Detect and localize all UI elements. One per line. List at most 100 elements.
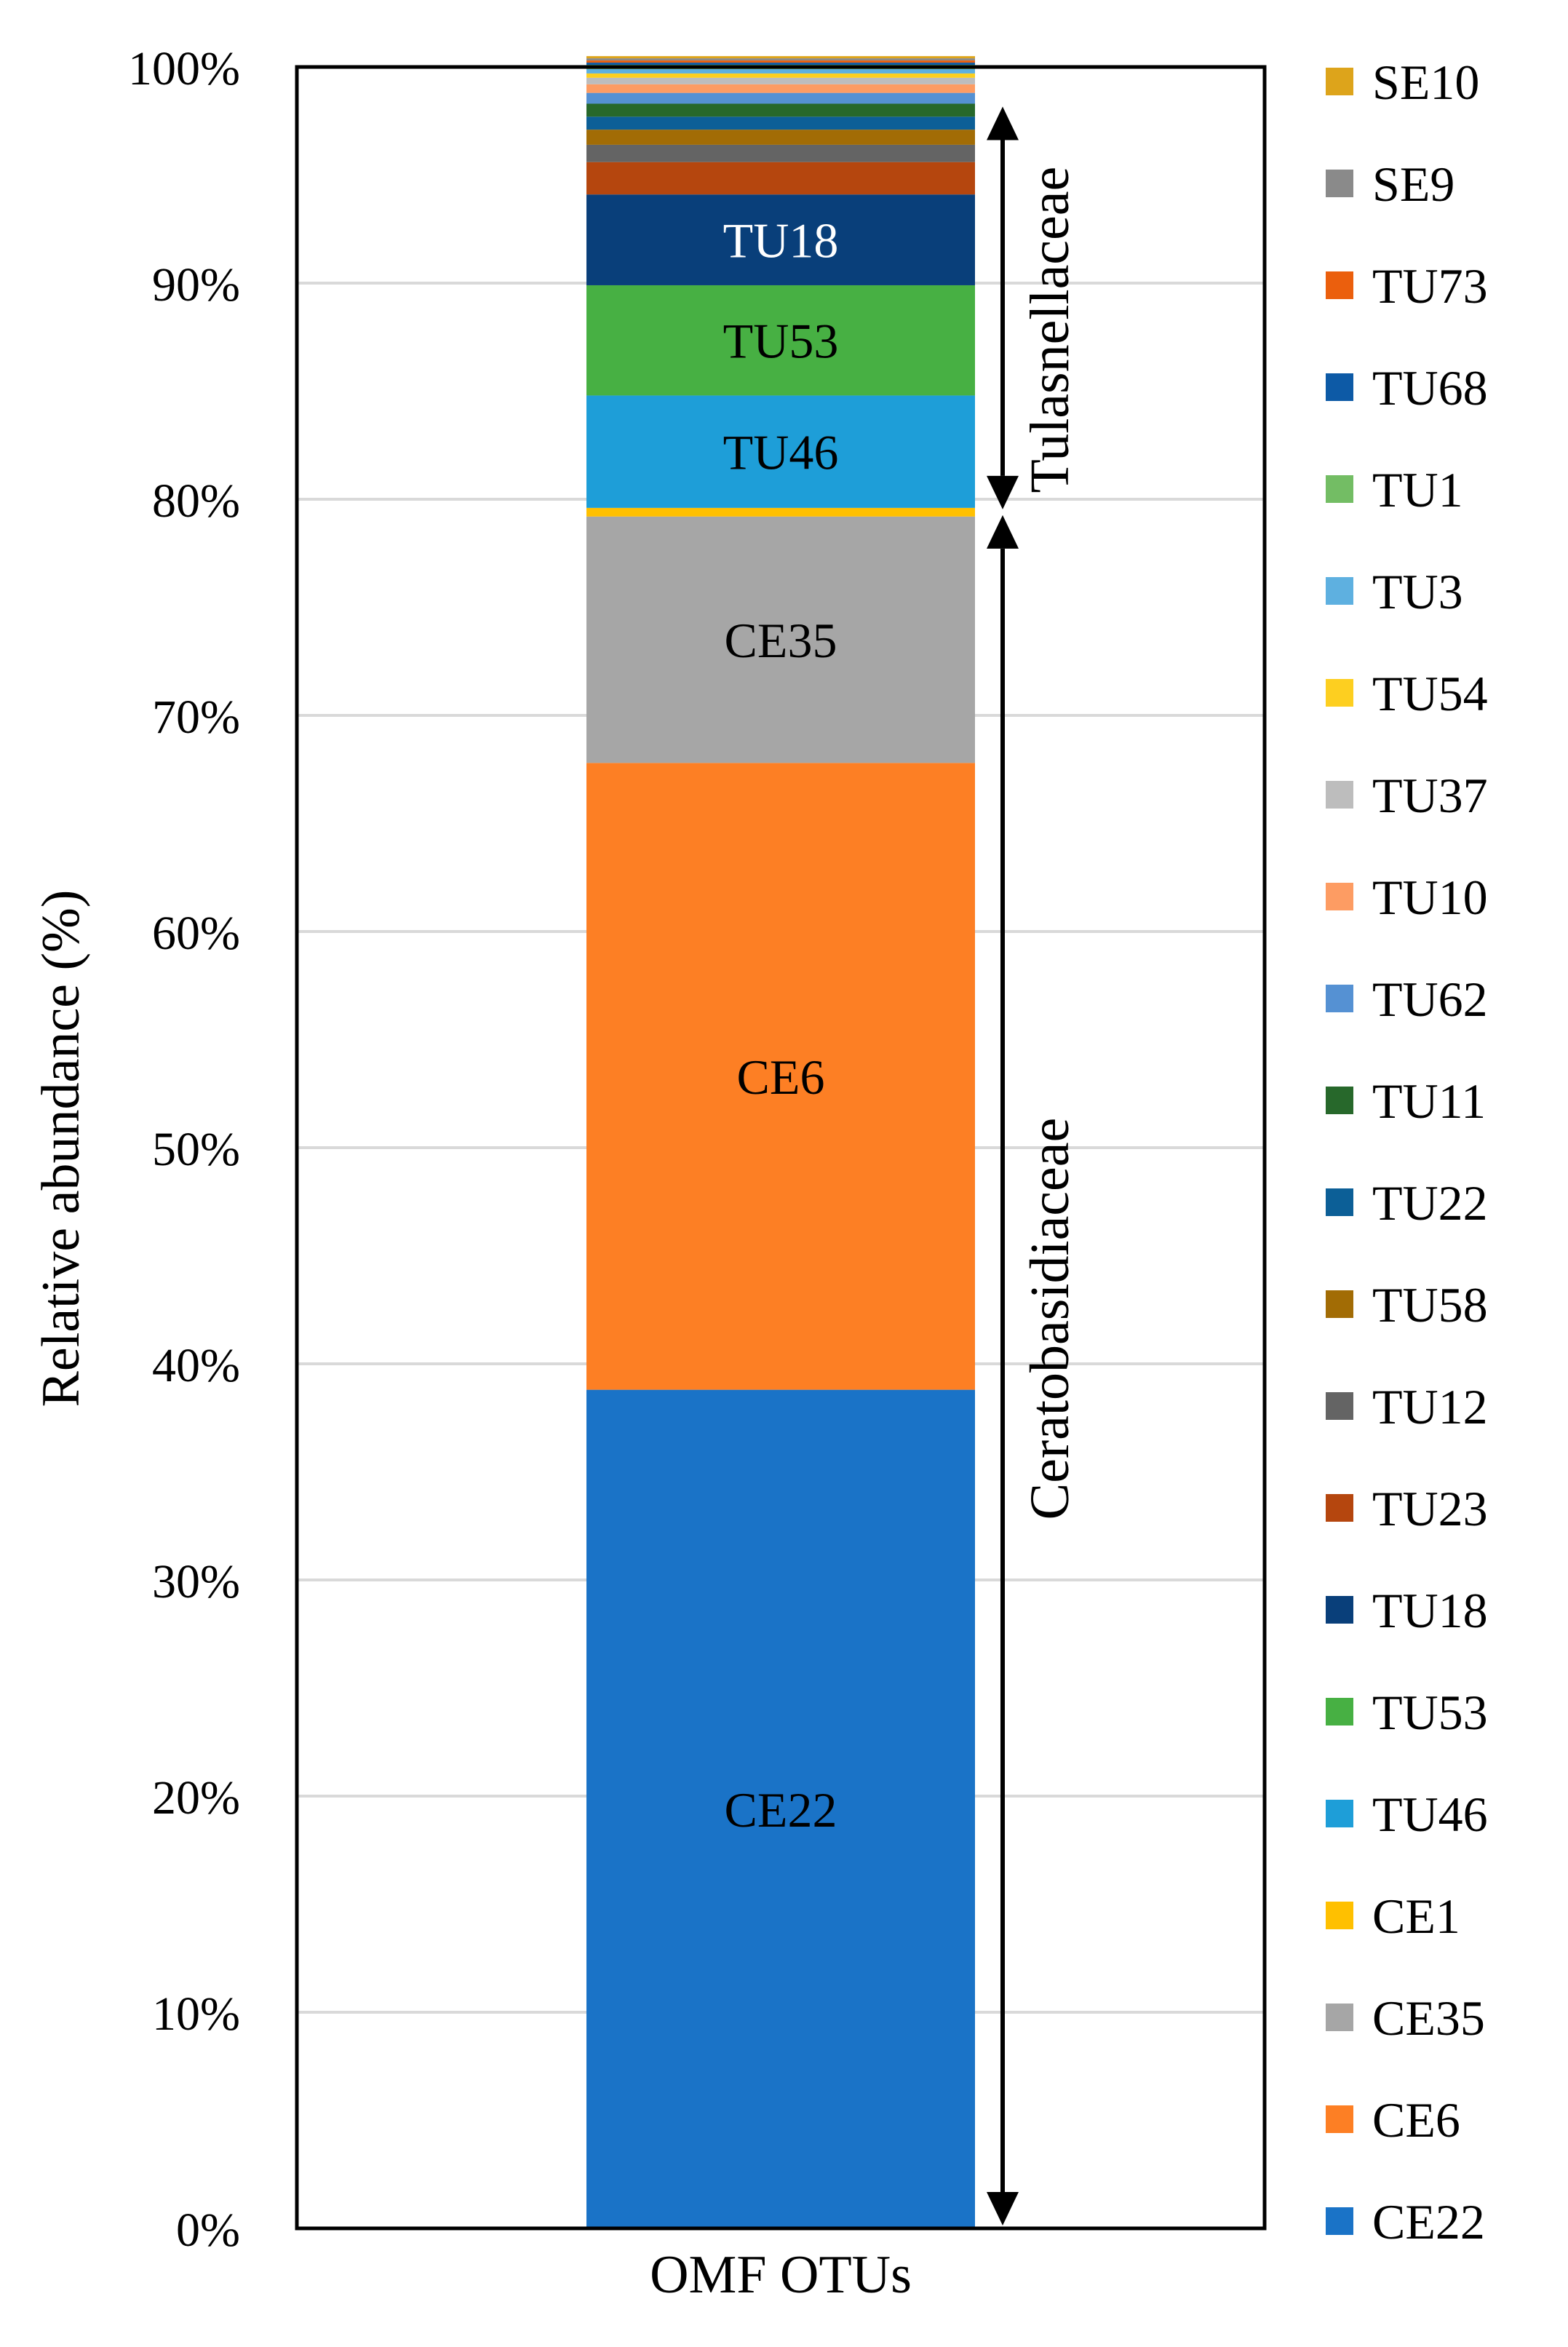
legend-swatch [1326, 170, 1353, 197]
segment-label-ce35: CE35 [725, 613, 837, 668]
legend-label: TU23 [1372, 1481, 1488, 1536]
legend-item-tu62: TU62 [1326, 972, 1488, 1027]
legend-label: CE6 [1372, 2092, 1460, 2148]
legend-item-tu54: TU54 [1326, 666, 1488, 721]
segment-label-ce6: CE6 [737, 1049, 825, 1105]
legend-item-se10: SE10 [1326, 55, 1479, 110]
legend-swatch [1326, 373, 1353, 401]
y-tick-label: 20% [152, 1771, 240, 1824]
bar-segment-ce22 [586, 1389, 975, 2228]
bar-segment-tu54 [586, 73, 975, 78]
segment-label-ce22: CE22 [725, 1782, 837, 1838]
legend-item-tu68: TU68 [1326, 360, 1488, 416]
bar-segment-se9 [586, 58, 975, 61]
legend-swatch [1326, 2207, 1353, 2235]
legend-item-tu73: TU73 [1326, 258, 1488, 314]
bar-segment-tu22 [586, 116, 975, 130]
bar-segment-tu18 [586, 194, 975, 285]
legend-swatch [1326, 1596, 1353, 1624]
legend-label: TU22 [1372, 1175, 1488, 1231]
bar-segment-tu10 [586, 84, 975, 93]
y-tick-label: 40% [152, 1339, 240, 1392]
annotation-arrowhead-down [987, 475, 1019, 509]
legend-swatch [1326, 2004, 1353, 2031]
legend-item-tu12: TU12 [1326, 1379, 1488, 1434]
legend-item-ce1: CE1 [1326, 1889, 1460, 1944]
legend-swatch [1326, 1698, 1353, 1725]
legend-swatch [1326, 781, 1353, 809]
legend-label: TU46 [1372, 1787, 1488, 1842]
annotation-label: Tulasnellaceae [1019, 167, 1081, 493]
legend-item-tu18: TU18 [1326, 1583, 1488, 1638]
legend-item-tu53: TU53 [1326, 1685, 1488, 1740]
legend-label: TU58 [1372, 1277, 1488, 1333]
legend-item-tu1: TU1 [1326, 462, 1463, 517]
legend-item-ce6: CE6 [1326, 2092, 1460, 2148]
legend-label: TU37 [1372, 768, 1488, 823]
segment-labels: CE22 CE6 CE35 TU46 TU53 TU18 [723, 213, 839, 1838]
legend-item-tu10: TU10 [1326, 870, 1488, 925]
legend-swatch [1326, 883, 1353, 910]
segment-label-tu46: TU46 [723, 425, 839, 480]
legend-swatch [1326, 1392, 1353, 1420]
y-tick-label: 0% [176, 2204, 240, 2257]
y-axis-ticks: 0% 10% 20% 30% 40% 50% 60% 70% 80% 90% 100% [128, 42, 240, 2257]
y-tick-label: 70% [152, 691, 240, 744]
bar-segment-se10 [586, 56, 975, 59]
bar-segment-tu68 [586, 63, 975, 65]
legend-label: TU62 [1372, 972, 1488, 1027]
y-axis-title: Relative abundance (%) [31, 890, 91, 1407]
y-tick-label: 30% [152, 1555, 240, 1608]
legend-item-tu11: TU11 [1326, 1073, 1486, 1129]
legend-swatch [1326, 271, 1353, 299]
bar-segment-tu53 [586, 285, 975, 396]
bar-segment-ce1 [586, 507, 975, 517]
legend-swatch [1326, 1494, 1353, 1522]
legend-label: CE35 [1372, 1990, 1485, 2046]
y-tick-label: 100% [128, 42, 240, 95]
legend-swatch [1326, 1290, 1353, 1318]
bar-segments [586, 56, 975, 2228]
legend-label: TU54 [1372, 666, 1488, 721]
legend-label: SE10 [1372, 55, 1479, 110]
bar-segment-tu37 [586, 77, 975, 84]
bar-segment-tu62 [586, 92, 975, 104]
annotation-arrowhead-down [987, 2192, 1019, 2225]
legend-swatch [1326, 577, 1353, 605]
legend-label: TU10 [1372, 870, 1488, 925]
bar-segment-tu11 [586, 103, 975, 117]
legend-label: TU53 [1372, 1685, 1488, 1740]
legend-item-tu46: TU46 [1326, 1787, 1488, 1842]
legend-swatch [1326, 679, 1353, 707]
annotation-tulasnellaceae: Tulasnellaceae [987, 106, 1081, 509]
legend-label: TU11 [1372, 1073, 1486, 1129]
bar-segment-ce6 [586, 763, 975, 1390]
legend-label: TU18 [1372, 1583, 1488, 1638]
bar-segment-ce35 [586, 516, 975, 763]
legend-swatch [1326, 1902, 1353, 1929]
legend-item-ce22: CE22 [1326, 2194, 1485, 2249]
legend-item-tu23: TU23 [1326, 1481, 1488, 1536]
legend-label: TU73 [1372, 258, 1488, 314]
legend-swatch [1326, 1087, 1353, 1114]
legend-label: CE1 [1372, 1889, 1460, 1944]
legend: SE10 SE9 TU73 TU68 TU1 TU3 TU54 TU37 TU10 TU62 TU1… [1326, 55, 1488, 2249]
legend-swatch [1326, 985, 1353, 1012]
x-category-label: OMF OTUs [650, 2245, 912, 2305]
legend-item-tu22: TU22 [1326, 1175, 1488, 1231]
legend-swatch [1326, 1188, 1353, 1216]
y-tick-label: 50% [152, 1123, 240, 1176]
legend-item-ce35: CE35 [1326, 1990, 1485, 2046]
legend-label: SE9 [1372, 156, 1454, 212]
y-tick-label: 60% [152, 907, 240, 960]
annotation-arrowhead-up [987, 106, 1019, 140]
y-tick-label: 90% [152, 258, 240, 311]
bar-segment-tu46 [586, 395, 975, 508]
bar-segment-tu73 [586, 60, 975, 63]
legend-swatch [1326, 1800, 1353, 1827]
annotation-ceratobasidiaceae: Ceratobasidiaceae [987, 515, 1081, 2225]
legend-swatch [1326, 475, 1353, 503]
segment-label-tu18: TU18 [723, 213, 839, 269]
legend-swatch [1326, 2105, 1353, 2133]
